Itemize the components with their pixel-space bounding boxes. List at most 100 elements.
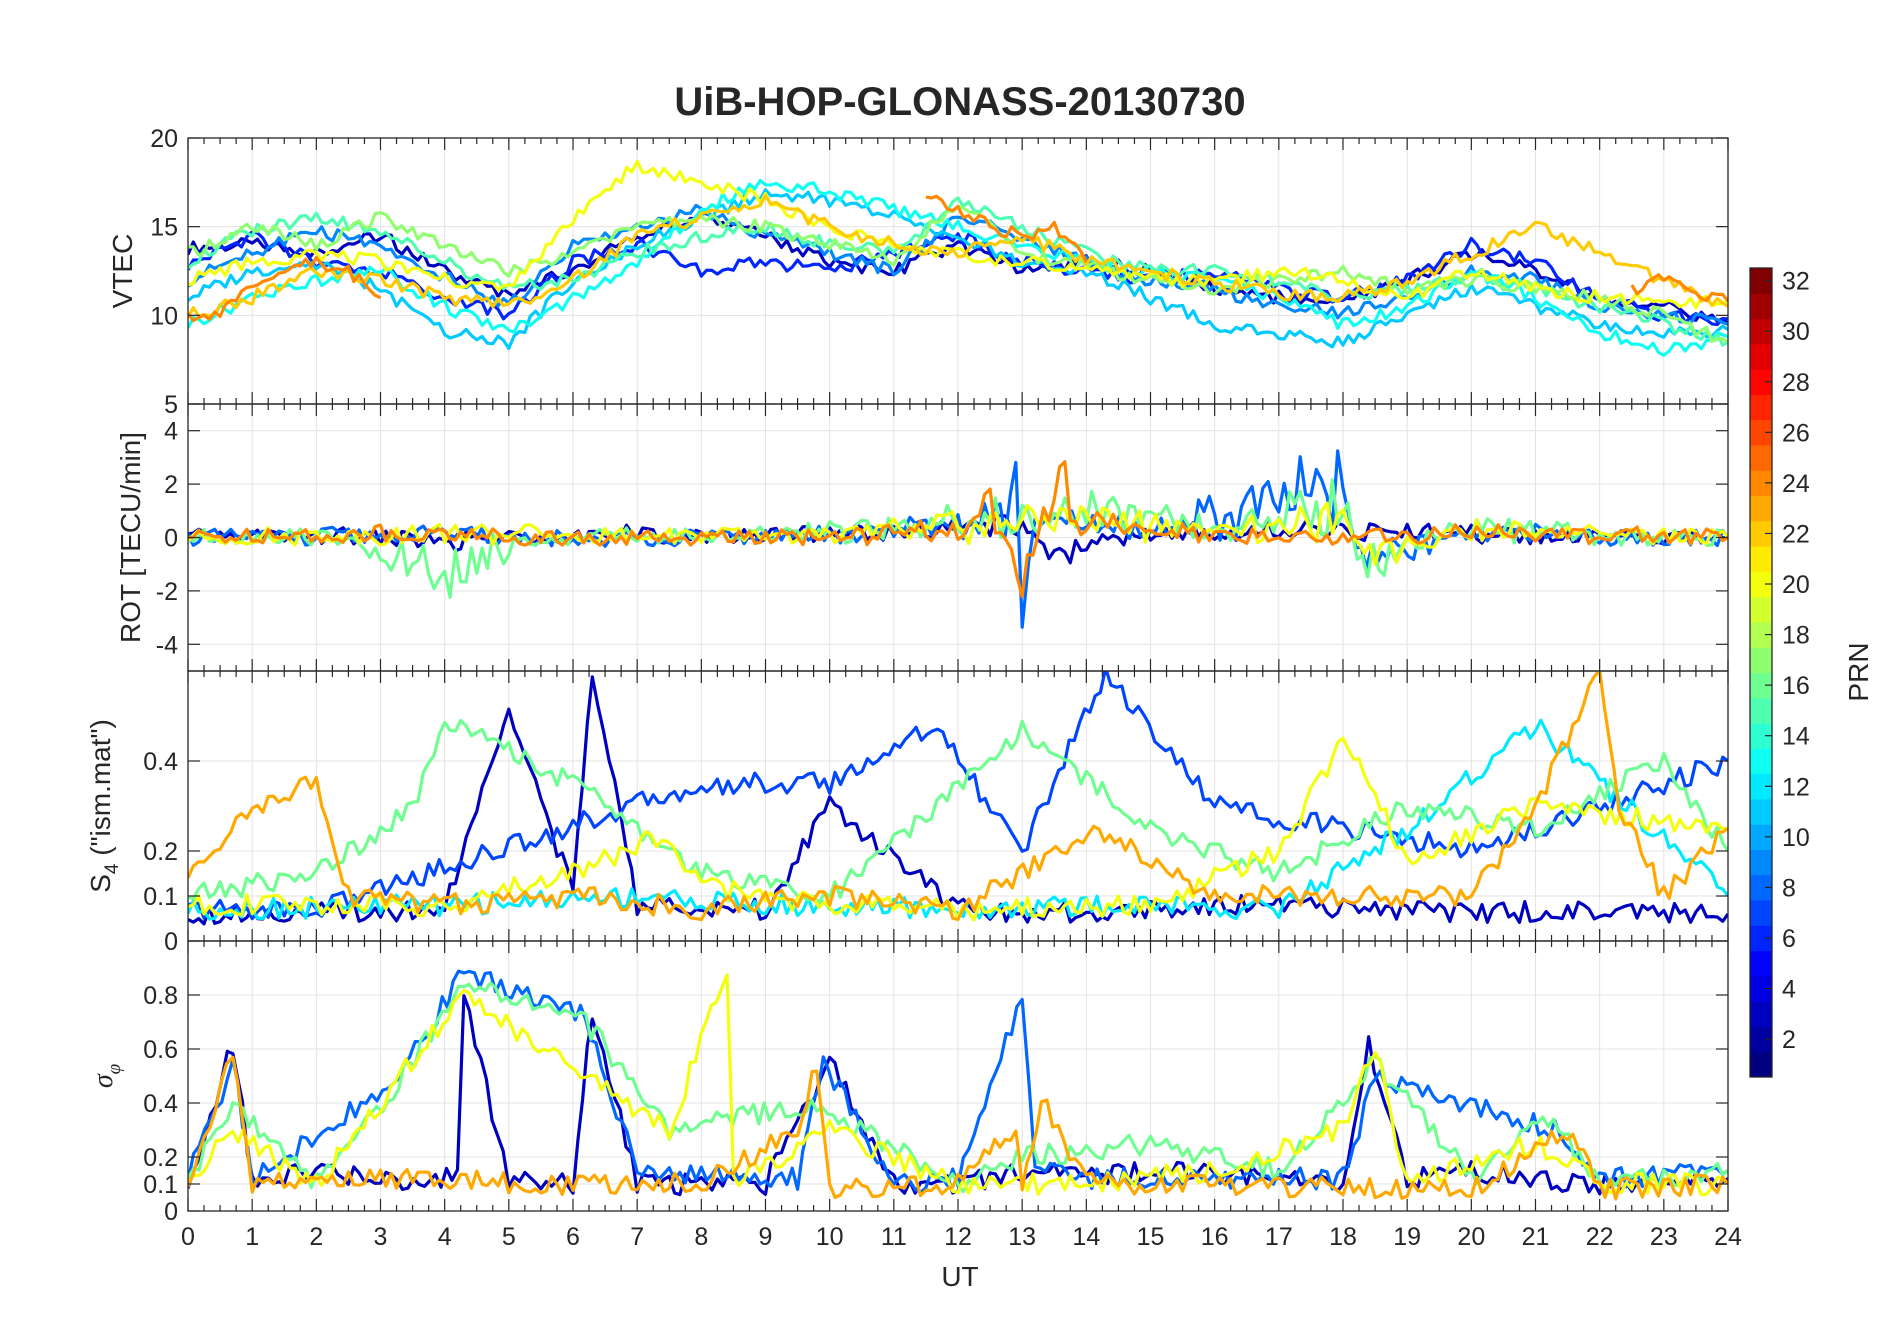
colorbar-swatch xyxy=(1750,798,1772,825)
colorbar-tick-label: 24 xyxy=(1782,470,1810,498)
colorbar-tick-label: 2 xyxy=(1782,1026,1796,1054)
y-tick-label: 0.6 xyxy=(143,1036,178,1064)
series-line-prn-24 xyxy=(188,255,382,323)
colorbar-label: PRN xyxy=(1843,642,1874,701)
series-line-prn-24 xyxy=(188,460,1728,599)
colorbar-swatch xyxy=(1750,900,1772,926)
colorbar-swatch xyxy=(1750,546,1772,572)
colorbar-tick-label: 26 xyxy=(1782,419,1810,447)
y-tick-label: 10 xyxy=(150,302,178,330)
colorbar-swatch xyxy=(1750,444,1772,471)
colorbar-tick-label: 20 xyxy=(1782,571,1810,599)
y-tick-label: 0 xyxy=(164,928,178,956)
x-tick-label: 9 xyxy=(759,1223,773,1251)
y-tick-label: 0.2 xyxy=(143,1144,178,1172)
series-line-prn-24 xyxy=(925,194,1088,263)
series-line-prn-20 xyxy=(188,973,1728,1197)
x-tick-label: 24 xyxy=(1714,1223,1742,1251)
y-tick-label: 4 xyxy=(164,418,178,446)
colorbar-swatch xyxy=(1750,874,1772,901)
x-tick-label: 10 xyxy=(816,1223,844,1251)
series-line-prn-16 xyxy=(188,718,1728,906)
colorbar-tick-label: 30 xyxy=(1782,318,1810,346)
colorbar-swatch xyxy=(1750,268,1772,294)
colorbar-swatch xyxy=(1750,773,1772,800)
colorbar-swatch xyxy=(1750,596,1772,623)
colorbar-swatch xyxy=(1750,697,1772,724)
colorbar-swatch xyxy=(1750,748,1772,775)
y-tick-label: 0.8 xyxy=(143,982,178,1010)
x-tick-label: 6 xyxy=(566,1223,580,1251)
y-tick-label: 0.4 xyxy=(143,748,178,776)
colorbar-swatch xyxy=(1750,571,1772,598)
colorbar-tick-label: 16 xyxy=(1782,672,1810,700)
x-tick-label: 12 xyxy=(944,1223,972,1251)
x-tick-label: 2 xyxy=(309,1223,323,1251)
y-tick-label: 0.1 xyxy=(143,883,178,911)
x-tick-label: 16 xyxy=(1201,1223,1229,1251)
colorbar-swatch xyxy=(1750,495,1772,522)
colorbar-swatch xyxy=(1750,925,1772,952)
figure-title: UiB-HOP-GLONASS-20130730 xyxy=(674,80,1245,124)
colorbar-frame xyxy=(1749,267,1773,1078)
colorbar-tick-label: 6 xyxy=(1782,925,1796,953)
y-tick-label: 0.1 xyxy=(143,1171,178,1199)
x-tick-label: 7 xyxy=(630,1223,644,1251)
colorbar-swatch xyxy=(1750,672,1772,699)
x-tick-label: 4 xyxy=(438,1223,452,1251)
colorbar-swatch xyxy=(1750,647,1772,673)
x-tick-label: 1 xyxy=(245,1223,259,1251)
y-axis-label: ROT [TECU/min] xyxy=(115,432,146,643)
x-axis-label: UT xyxy=(941,1261,978,1292)
colorbar-tick-label: 32 xyxy=(1782,268,1810,296)
colorbar-swatch xyxy=(1750,1051,1772,1078)
colorbar-tick-label: 8 xyxy=(1782,874,1796,902)
y-tick-label: 0.2 xyxy=(143,838,178,866)
colorbar-swatch xyxy=(1750,824,1772,850)
colorbar-tick-label: 22 xyxy=(1782,520,1810,548)
series-group xyxy=(188,671,1728,926)
colorbar-swatch xyxy=(1750,950,1772,977)
colorbar-swatch xyxy=(1750,723,1772,749)
colorbar-swatch xyxy=(1750,343,1772,370)
x-tick-label: 13 xyxy=(1008,1223,1036,1251)
series-line-prn-23 xyxy=(188,1055,1728,1201)
colorbar-swatch xyxy=(1750,419,1772,446)
colorbar-swatch xyxy=(1750,621,1772,648)
x-tick-label: 21 xyxy=(1522,1223,1550,1251)
x-tick-label: 18 xyxy=(1329,1223,1357,1251)
x-tick-label: 5 xyxy=(502,1223,516,1251)
colorbar-swatch xyxy=(1750,293,1772,320)
colorbar-tick-label: 14 xyxy=(1782,723,1810,751)
colorbar-swatch xyxy=(1750,470,1772,497)
x-tick-label: 20 xyxy=(1457,1223,1485,1251)
panel-4: 00.10.2 0.4 0.6 0.8 σφ xyxy=(88,940,1729,1226)
x-tick-label: 15 xyxy=(1137,1223,1165,1251)
colorbar-swatch xyxy=(1750,369,1772,395)
colorbar-swatch xyxy=(1750,975,1772,1002)
x-tick-label: 3 xyxy=(374,1223,388,1251)
colorbar-swatch xyxy=(1750,394,1772,421)
colorbar-tick-label: 18 xyxy=(1782,622,1810,650)
y-tick-label: 0.4 xyxy=(143,1090,178,1118)
y-tick-label: -4 xyxy=(156,631,178,659)
x-tick-label: 8 xyxy=(694,1223,708,1251)
y-tick-label: -2 xyxy=(156,578,178,606)
x-tick-label: 22 xyxy=(1586,1223,1614,1251)
y-tick-label: 0 xyxy=(164,525,178,553)
x-tick-label: 19 xyxy=(1393,1223,1421,1251)
panel-1: 5 10 15 20 VTEC xyxy=(107,125,1729,419)
colorbar-tick-label: 12 xyxy=(1782,773,1810,801)
colorbar-swatch xyxy=(1750,520,1772,547)
colorbar-swatch xyxy=(1750,1001,1772,1027)
y-tick-label: 2 xyxy=(164,471,178,499)
y-tick-label: 0 xyxy=(164,1198,178,1226)
y-axis-label: S4 ("ism.mat") xyxy=(85,719,123,893)
x-tick-label: 14 xyxy=(1072,1223,1100,1251)
y-tick-label: 5 xyxy=(164,391,178,419)
y-axis-label: VTEC xyxy=(107,234,138,309)
y-axis-label: σφ xyxy=(88,1064,125,1088)
x-tick-label: 17 xyxy=(1265,1223,1293,1251)
